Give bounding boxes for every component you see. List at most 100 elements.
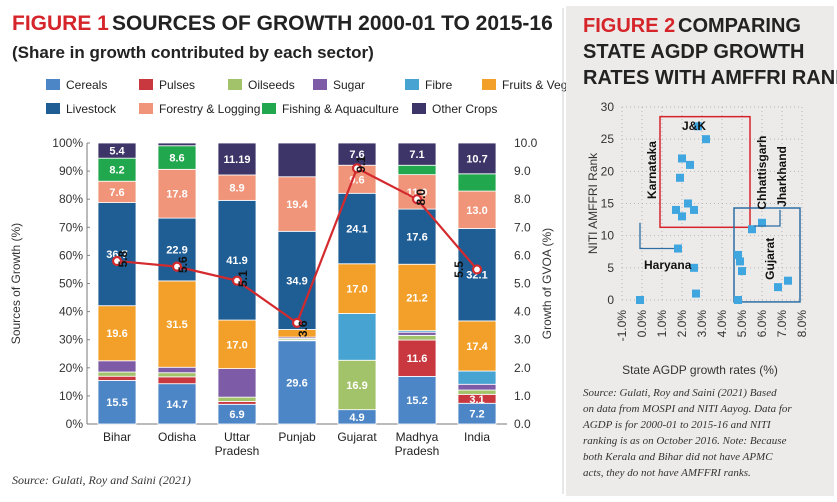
y-tick-label: 80%	[59, 192, 83, 206]
legend-label: Forestry & Logging	[159, 102, 260, 116]
fig2-note-line: on data from MOSPI and NITI Aayog. Data …	[583, 403, 792, 415]
fig2-title-line2: STATE AGDP GROWTH	[583, 41, 804, 63]
legend-label: Fruits & Veg	[502, 78, 567, 92]
bar-segment	[157, 168, 197, 219]
bar-segment	[97, 371, 137, 377]
scatter-point	[774, 283, 782, 292]
x-tick-label: Gujarat	[337, 430, 377, 444]
x-axis-title: State AGDP growth rates (%)	[622, 363, 778, 377]
legend-swatch	[262, 103, 276, 114]
fig1-source: Source: Gulati, Roy and Saini (2021)	[12, 473, 191, 487]
bar-segment	[277, 176, 317, 232]
fig2-note-line: Source: Gulati, Roy and Saini (2021) Bas…	[583, 387, 777, 399]
legend-label: Cereals	[66, 78, 107, 92]
bar-data-label: 3.1	[469, 394, 484, 406]
growth-point	[351, 163, 363, 174]
fig2-title-line1: COMPARING	[678, 15, 801, 37]
y2-tick-label: 5.0	[514, 277, 531, 291]
bar-data-label: 41.9	[226, 255, 247, 267]
annotation-label: Haryana	[644, 258, 692, 272]
bar-data-label: 7.2	[469, 409, 484, 421]
bar-segment	[97, 360, 137, 373]
growth-label: 8.0	[414, 189, 428, 206]
bar-segment	[97, 202, 137, 307]
legend-swatch	[139, 103, 153, 114]
legend-label: Livestock	[66, 102, 117, 116]
bar-data-label: 32.1	[466, 270, 487, 282]
y2-tick-label: 2.0	[514, 361, 531, 375]
scatter-point	[678, 212, 686, 221]
y-tick-label: 20	[601, 164, 615, 178]
bar-segment	[217, 368, 257, 398]
bar-data-label: 29.6	[286, 377, 307, 389]
bar-segment	[457, 142, 497, 175]
bar-segment	[457, 370, 497, 385]
y-tick-label: 15	[601, 197, 615, 211]
legend-label: Other Crops	[432, 102, 497, 116]
y2-tick-label: 10.0	[514, 136, 538, 150]
x-tick-label: 2.0%	[675, 310, 689, 338]
y-tick-label: 50%	[59, 277, 83, 291]
bar-data-label: 36.7	[106, 249, 127, 261]
growth-point	[231, 275, 243, 286]
legend-swatch	[405, 79, 419, 90]
bar-segment	[457, 173, 497, 192]
y-tick-label: 30%	[59, 333, 83, 347]
bar-segment	[157, 372, 197, 378]
bar-data-label: 14.7	[166, 399, 187, 411]
bar-segment	[97, 305, 137, 362]
bar-segment	[97, 142, 137, 159]
y-tick-label: 70%	[59, 220, 83, 234]
x-tick-label: Pradesh	[395, 444, 440, 458]
scatter-point	[694, 122, 702, 131]
bar-segment	[457, 383, 497, 391]
y-tick-label: 5	[607, 261, 614, 275]
legend-label: Oilseeds	[248, 78, 295, 92]
bar-segment	[397, 339, 437, 377]
fig1-title: SOURCES OF GROWTH 2000-01 TO 2015-16	[112, 12, 553, 35]
scatter-point	[690, 263, 698, 272]
x-tick-label: 5.0%	[735, 310, 749, 338]
bar-data-label: 17.6	[406, 232, 427, 244]
annotation-leader	[639, 222, 674, 250]
bar-data-label: 17.0	[226, 339, 247, 351]
y-tick-label: 100%	[52, 136, 83, 150]
fig2-note-line: acts, they do not have AMFFRI ranks.	[583, 467, 751, 479]
scatter-point	[674, 244, 682, 253]
bar-data-label: 31.5	[166, 319, 187, 331]
bar-data-label: 4.9	[349, 412, 364, 424]
x-tick-label: 0.0%	[635, 310, 649, 338]
legend-label: Fishing & Aquaculture	[282, 102, 399, 116]
bar-data-label: 16.9	[346, 380, 367, 392]
scatter-point	[686, 160, 694, 169]
fig2-title-prefix: FIGURE 2	[583, 15, 675, 37]
x-tick-label: Odisha	[158, 430, 196, 444]
legend-label: Sugar	[333, 78, 365, 92]
growth-point	[171, 261, 183, 272]
fig1-subtitle: (Share in growth contributed by each sec…	[12, 43, 374, 62]
fig2-note: Source: Gulati, Roy and Saini (2021) Bas…	[582, 387, 792, 479]
annotation-label: Karnataka	[645, 141, 659, 199]
bar-segment	[97, 380, 137, 425]
bar-segment	[217, 142, 257, 176]
bar-data-label: 13.0	[466, 205, 487, 217]
bar-segment	[277, 142, 317, 178]
y2-tick-label: 7.0	[514, 220, 531, 234]
y-tick-label: 0%	[66, 417, 84, 431]
x-tick-label: Punjab	[278, 430, 316, 444]
y2-tick-label: 4.0	[514, 305, 531, 319]
growth-label: 5.1	[236, 270, 250, 287]
fig2-title-line3: RATES WITH AMFFRI RANK	[583, 67, 837, 89]
annotation-label: Gujarat	[763, 238, 777, 280]
bar-segment	[397, 375, 437, 425]
scatter-point	[738, 267, 746, 276]
growth-point	[471, 264, 483, 275]
bar-segment	[217, 396, 257, 402]
bar-data-label: 11.19	[224, 154, 251, 166]
y2-tick-label: 0.0	[514, 417, 531, 431]
x-tick-label: 8.0%	[795, 310, 809, 338]
fig2-note-line: ranking is as on October 2016. Note: Bec…	[583, 435, 787, 447]
growth-label: 5.8	[116, 250, 130, 267]
scatter-point	[758, 218, 766, 227]
